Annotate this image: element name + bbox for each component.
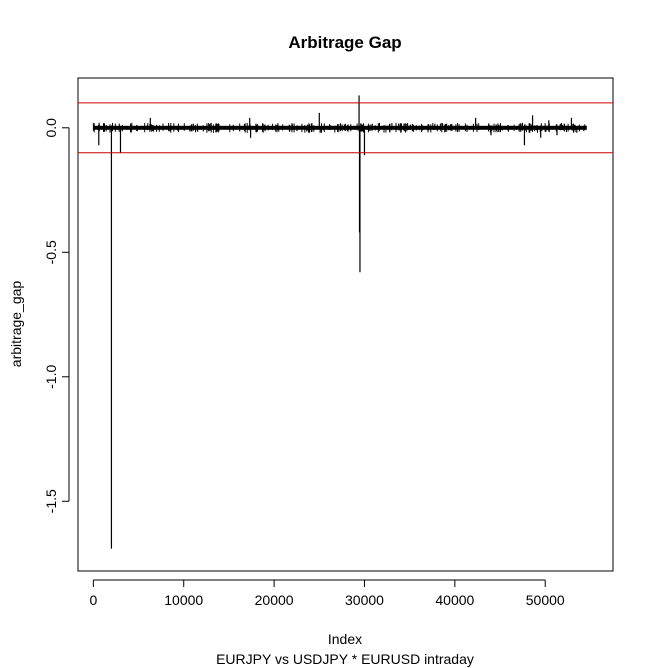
x-tick-label: 50000 [526,592,565,608]
x-tick-label: 0 [89,592,97,608]
x-tick-label: 30000 [345,592,384,608]
x-tick-label: 10000 [164,592,203,608]
y-tick-label: -0.5 [43,240,59,264]
noise-texture [92,122,586,133]
y-axis-label: arbitrage_gap [8,281,24,368]
x-tick-label: 40000 [435,592,474,608]
chart-subtitle: EURJPY vs USDJPY * EURUSD intraday [216,651,474,667]
y-tick-label: 0.0 [43,118,59,138]
x-axis-label: Index [328,631,362,647]
y-axis: 0.0 -0.5 -1.0 -1.5 [43,118,70,513]
chart-title: Arbitrage Gap [288,33,401,52]
y-tick-label: -1.5 [43,489,59,513]
x-tick-label: 20000 [255,592,294,608]
plot-area [78,95,613,549]
plot-frame [77,77,614,572]
x-axis: 0 10000 20000 30000 40000 50000 [89,579,565,608]
y-tick-label: -1.0 [43,365,59,389]
